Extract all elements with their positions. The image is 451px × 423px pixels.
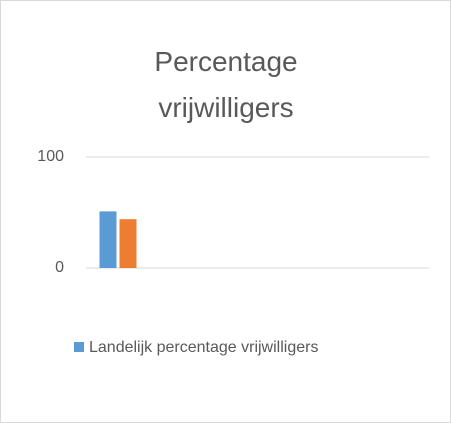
y-tick-label: 0	[55, 259, 64, 276]
bar	[119, 219, 137, 268]
legend-label: Landelijk percentage vrijwilligers	[89, 339, 318, 356]
chart-title: Percentage vrijwilligers	[154, 46, 298, 123]
bar	[99, 211, 117, 268]
y-tick-label: 100	[37, 148, 64, 165]
legend-swatch	[74, 342, 84, 352]
